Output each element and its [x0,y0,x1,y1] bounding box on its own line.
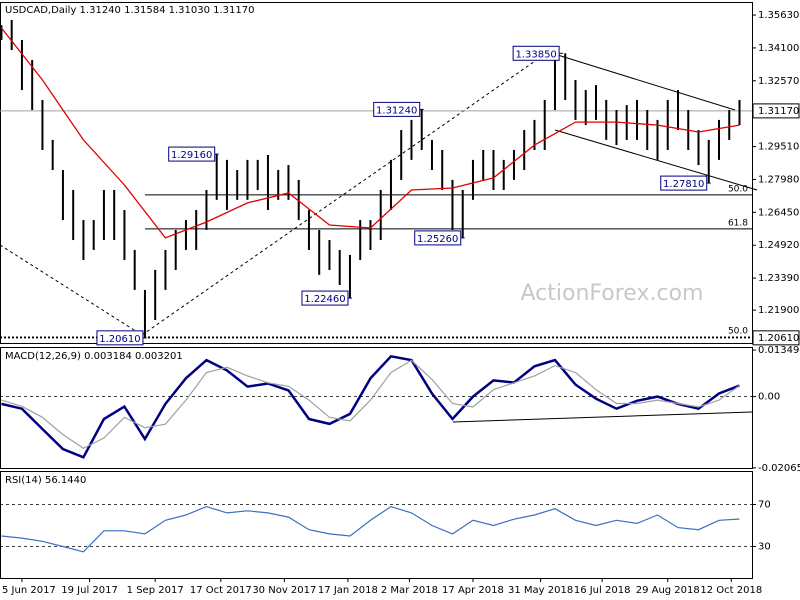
y-tick-label: 1.27980 [758,174,799,185]
y-tick-label: -0.020652 [758,463,800,474]
y-tick-label: 1.23390 [758,273,799,284]
macd-panel [0,347,753,469]
last-price-box [752,103,800,119]
price-marker-label: 1.20610 [758,333,799,344]
y-tick-label: 1.29510 [758,142,799,153]
indicator-line [1,505,740,553]
y-tick-label: 30 [758,542,771,553]
price-annotation-label: 1.27810 [663,179,704,190]
y-tick-label: 1.21900 [758,305,799,316]
last-price-label: 1.31170 [758,106,799,117]
y-tick-label: 1.34100 [758,43,799,54]
x-tick-label: 2 Mar 2018 [381,585,438,596]
x-tick-label: 5 Jun 2017 [2,585,56,596]
price-annotation-label: 1.31240 [376,105,417,116]
macd-title: MACD(12,26,9) 0.003184 0.003201 [5,351,183,362]
price-annotation-label: 1.33850 [515,49,556,60]
channel-line [547,51,736,111]
x-tick-label: 30 Nov 2017 [252,585,316,596]
x-tick-label: 12 Oct 2018 [700,585,762,596]
x-tick-label: 31 May 2018 [508,585,573,596]
x-tick-label: 17 Apr 2018 [442,585,504,596]
y-tick-label: 1.32570 [758,76,799,87]
trendline [0,244,143,336]
x-tick-label: 19 Jul 2017 [61,585,118,596]
x-tick-label: 17 Jan 2018 [318,585,378,596]
macd-trendline [452,411,753,423]
x-tick-label: 29 Aug 2018 [636,585,700,596]
indicator-line [1,359,740,449]
price-title: USDCAD,Daily 1.31240 1.31584 1.31030 1.3… [5,5,255,16]
fib-label: 61.8 [728,218,748,228]
price-annotation-label: 1.25260 [417,234,458,245]
y-tick-label: 0.00 [758,392,780,403]
price-panel [0,2,753,344]
x-tick-label: 17 Oct 2017 [190,585,252,596]
price-marker-box [752,330,800,346]
price-annotation-label: 1.29160 [171,150,212,161]
channel-line [554,129,758,191]
y-tick-label: 0.01349 [758,345,799,356]
fib-label: 50.0 [728,184,748,194]
fib-label: 50.0 [728,326,748,336]
rsi-title: RSI(14) 56.1440 [5,475,86,486]
y-tick-label: 70 [758,500,771,511]
y-tick-label: 1.24920 [758,240,799,251]
trendline [141,51,549,336]
moving-average [0,27,740,239]
x-tick-label: 16 Jul 2018 [574,585,631,596]
price-annotation-label: 1.22460 [304,294,345,305]
x-tick-label: 1 Sep 2017 [127,585,184,596]
price-annotation-label: 1.20610 [99,334,140,345]
y-tick-label: 1.26450 [758,207,799,218]
watermark: ActionForex.com [521,281,704,306]
rsi-panel [0,471,753,579]
y-tick-label: 1.35630 [758,10,799,21]
indicator-line [1,354,740,459]
